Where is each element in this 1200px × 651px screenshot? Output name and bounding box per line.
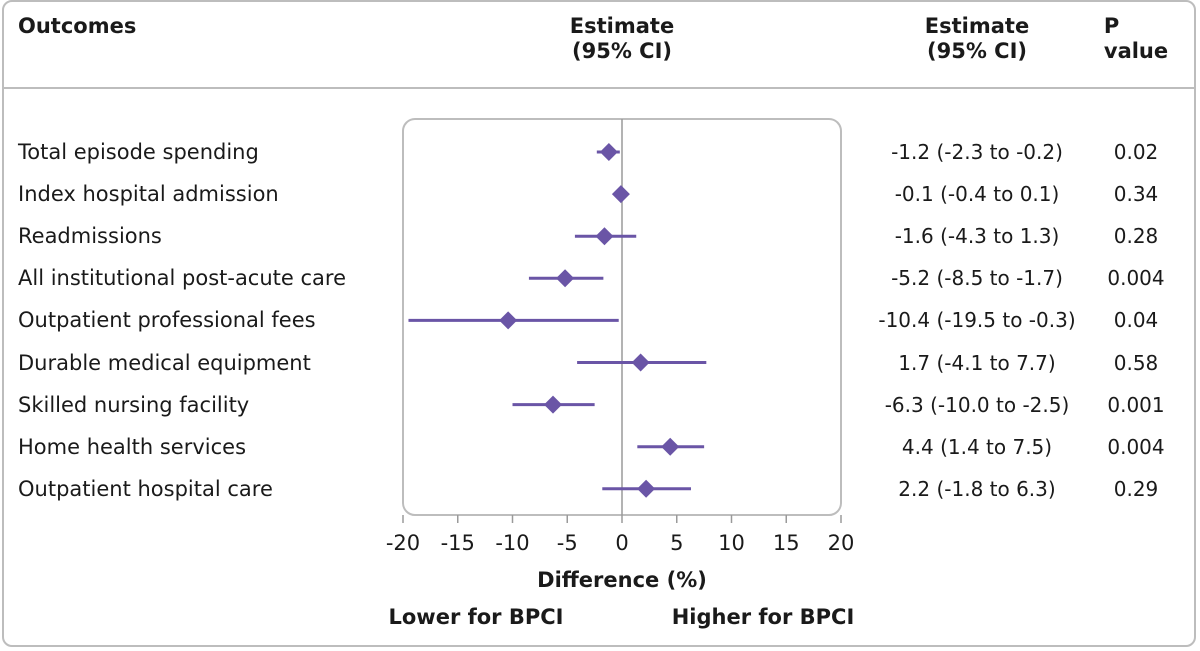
p-value: 0.04 xyxy=(1113,308,1159,333)
x-tick-label: 20 xyxy=(828,531,855,555)
estimate-ci-text: -10.4 (-19.5 to -0.3) xyxy=(878,308,1076,333)
p-value: 0.02 xyxy=(1113,140,1159,164)
outcome-label: Total episode spending xyxy=(18,140,259,164)
outcome-label: Index hospital admission xyxy=(18,182,279,207)
point-estimate xyxy=(544,395,563,414)
outcomes-header: Outcomes xyxy=(18,14,137,38)
p-value: 0.004 xyxy=(1107,434,1165,459)
p-value: 0.58 xyxy=(1113,350,1159,375)
direction-label-left: Lower for BPCI xyxy=(389,605,564,629)
point-estimate xyxy=(661,437,680,456)
x-tick-label: 10 xyxy=(718,531,745,555)
estimate-column-header-line2: (95% CI) xyxy=(926,39,1027,63)
x-tick-label: -10 xyxy=(495,531,529,555)
x-tick-label: -15 xyxy=(441,531,475,555)
outcome-label: Skilled nursing facility xyxy=(18,392,250,417)
x-tick-label: 15 xyxy=(773,531,800,555)
p-value: 0.001 xyxy=(1107,392,1165,417)
p-value: 0.34 xyxy=(1113,182,1159,207)
point-estimate xyxy=(499,311,518,330)
x-axis-ticks: -20 -15 -10 -5 0 5 10 15 20 xyxy=(386,515,855,555)
point-estimate xyxy=(599,143,618,161)
outcome-label: Home health services xyxy=(18,434,247,459)
estimate-ci-text: -6.3 (-10.0 to -2.5) xyxy=(884,392,1070,417)
x-axis-title: Difference (%) xyxy=(537,568,707,592)
point-estimate xyxy=(637,479,656,498)
outcome-label: All institutional post-acute care xyxy=(18,266,347,291)
estimate-ci-text: -1.6 (-4.3 to 1.3) xyxy=(894,224,1060,249)
estimate-ci-text: 4.4 (1.4 to 7.5) xyxy=(901,434,1053,459)
estimate-plot-header-line1: Estimate xyxy=(569,14,675,38)
point-estimate xyxy=(595,227,614,246)
estimate-ci-text: -1.2 (-2.3 to -0.2) xyxy=(891,140,1063,164)
estimate-plot-header: Estimate (95% CI) xyxy=(570,14,674,64)
estimate-ci-text: 1.7 (-4.1 to 7.7) xyxy=(898,350,1056,375)
p-value: 0.004 xyxy=(1107,266,1165,291)
point-estimate xyxy=(631,353,650,372)
p-value: 0.29 xyxy=(1113,476,1159,501)
outcome-label: Readmissions xyxy=(18,224,162,249)
header-divider xyxy=(4,87,1194,89)
x-tick-label: -5 xyxy=(557,531,578,555)
pvalue-header: P value xyxy=(1103,14,1169,63)
estimate-ci-text: 2.2 (-1.8 to 6.3) xyxy=(898,476,1056,501)
outcome-label: Durable medical equipment xyxy=(18,350,311,375)
x-tick-label: 0 xyxy=(615,531,628,555)
x-tick-label: -20 xyxy=(386,531,420,555)
outcome-label: Outpatient hospital care xyxy=(18,476,273,501)
estimate-plot-header-line2: (95% CI) xyxy=(571,39,672,63)
point-estimate xyxy=(556,269,575,288)
p-value: 0.28 xyxy=(1113,224,1159,249)
estimate-column-header: Estimate (95% CI) xyxy=(925,14,1029,64)
x-tick-label: 5 xyxy=(670,531,683,555)
outcome-label: Outpatient professional fees xyxy=(18,308,316,333)
estimate-ci-text: -5.2 (-8.5 to -1.7) xyxy=(891,266,1063,291)
estimate-ci-text: -0.1 (-0.4 to 0.1) xyxy=(894,182,1060,207)
forest-marks xyxy=(408,143,707,498)
point-estimate xyxy=(611,185,630,204)
direction-label-right: Higher for BPCI xyxy=(672,605,855,629)
estimate-column-header-line1: Estimate xyxy=(924,14,1030,38)
